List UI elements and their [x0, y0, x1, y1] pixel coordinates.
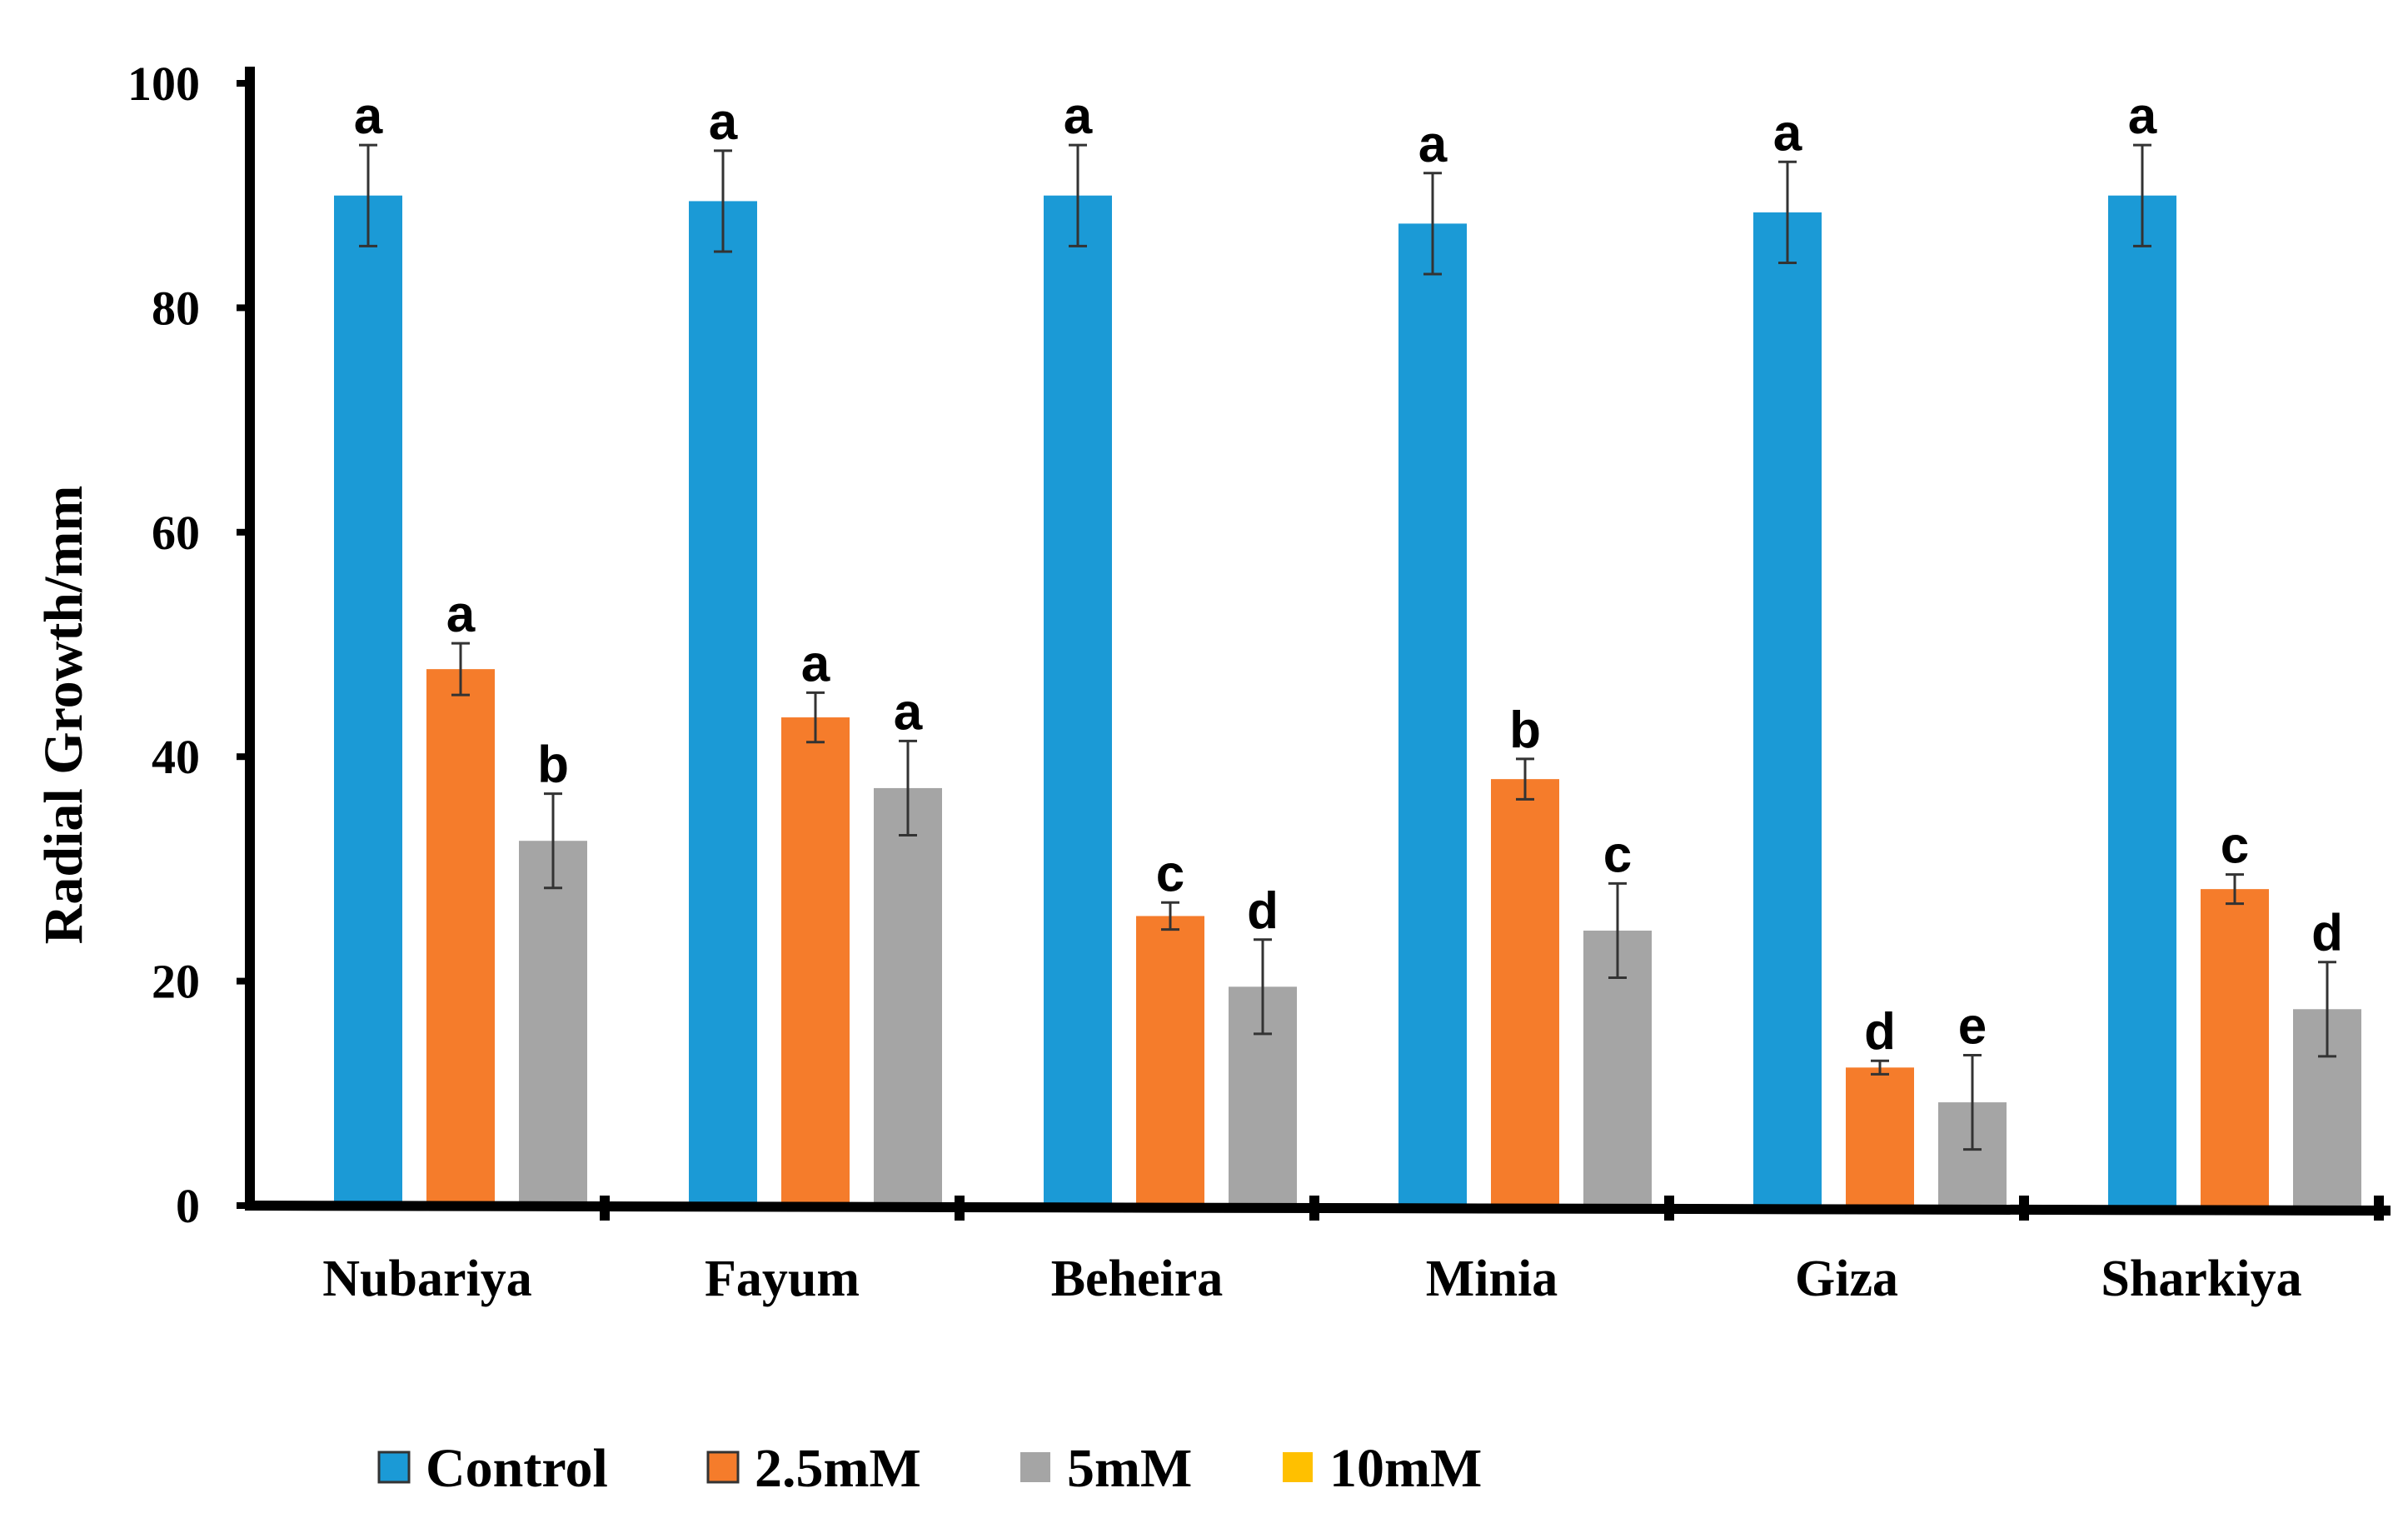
bar — [2108, 195, 2176, 1206]
bar — [519, 841, 587, 1206]
significance-letter: c — [1156, 845, 1184, 902]
legend-label: 10mM — [1329, 1438, 1482, 1499]
significance-letter: d — [1247, 882, 1279, 940]
bar — [1136, 916, 1204, 1206]
bar — [426, 669, 495, 1206]
significance-letter: a — [1064, 87, 1093, 145]
legend-label: 2.5mM — [755, 1438, 921, 1499]
significance-letter: c — [1603, 826, 1632, 883]
y-tick-label: 80 — [152, 281, 200, 335]
legend-item: 5mM — [1020, 1438, 1192, 1499]
significance-letter: b — [537, 737, 569, 794]
category-label: Fayum — [705, 1251, 860, 1307]
legend-label: Control — [426, 1438, 608, 1499]
category-label: Beheira — [1051, 1251, 1224, 1307]
significance-letter: a — [801, 635, 830, 692]
significance-letter: d — [2311, 905, 2343, 962]
significance-letter: a — [1418, 116, 1448, 173]
legend-swatch — [1283, 1452, 1313, 1482]
category-label: Minia — [1426, 1251, 1558, 1307]
bars — [334, 195, 2361, 1206]
legend-swatch — [706, 1451, 740, 1484]
x-axis-ticks — [600, 1196, 2384, 1221]
bar — [1044, 195, 1112, 1206]
significance-letter: a — [354, 87, 383, 145]
y-tick-label: 20 — [152, 955, 200, 1009]
significance-letter: a — [446, 586, 476, 643]
legend: Control 2.5mM 5mM 10mM — [377, 1438, 1482, 1499]
y-tick-label: 60 — [152, 506, 200, 560]
significance-letters: a a a a a a a a c b d c b a d c e d — [354, 87, 2343, 1061]
y-axis-ticks: 0 20 40 60 80 100 — [127, 57, 250, 1233]
bar — [2201, 889, 2269, 1206]
legend-item: Control — [377, 1438, 608, 1499]
significance-letter: d — [1864, 1003, 1896, 1061]
legend-item: 2.5mM — [706, 1438, 921, 1499]
bar — [1398, 223, 1467, 1206]
significance-letter: b — [1509, 702, 1541, 759]
legend-item: 10mM — [1283, 1438, 1482, 1499]
error-bars — [359, 143, 2336, 1151]
legend-swatch — [1020, 1452, 1050, 1482]
category-label: Nubariya — [322, 1251, 531, 1307]
legend-label: 5mM — [1067, 1438, 1192, 1499]
bar — [874, 787, 942, 1206]
significance-letter: c — [2221, 817, 2249, 875]
category-label: Giza — [1795, 1251, 1898, 1307]
significance-letter: a — [2128, 87, 2157, 145]
y-axis-title: Radial Growth/mm — [33, 486, 94, 945]
legend-swatch — [377, 1451, 411, 1484]
y-tick-label: 40 — [152, 730, 200, 784]
category-label: Sharkiya — [2101, 1251, 2301, 1307]
significance-letter: a — [1773, 104, 1802, 162]
significance-letter: e — [1958, 998, 1987, 1056]
significance-letter: a — [709, 93, 738, 151]
bar — [1753, 212, 1822, 1206]
bar — [1846, 1067, 1914, 1206]
bar — [781, 717, 850, 1206]
significance-letter: a — [894, 683, 923, 741]
bar — [689, 201, 757, 1206]
bar — [1491, 779, 1559, 1206]
bar — [334, 195, 402, 1206]
y-tick-label: 100 — [127, 57, 200, 111]
y-tick-label: 0 — [176, 1179, 200, 1233]
category-labels: Nubariya Fayum Beheira Minia Giza Sharkiya — [322, 1251, 2301, 1307]
